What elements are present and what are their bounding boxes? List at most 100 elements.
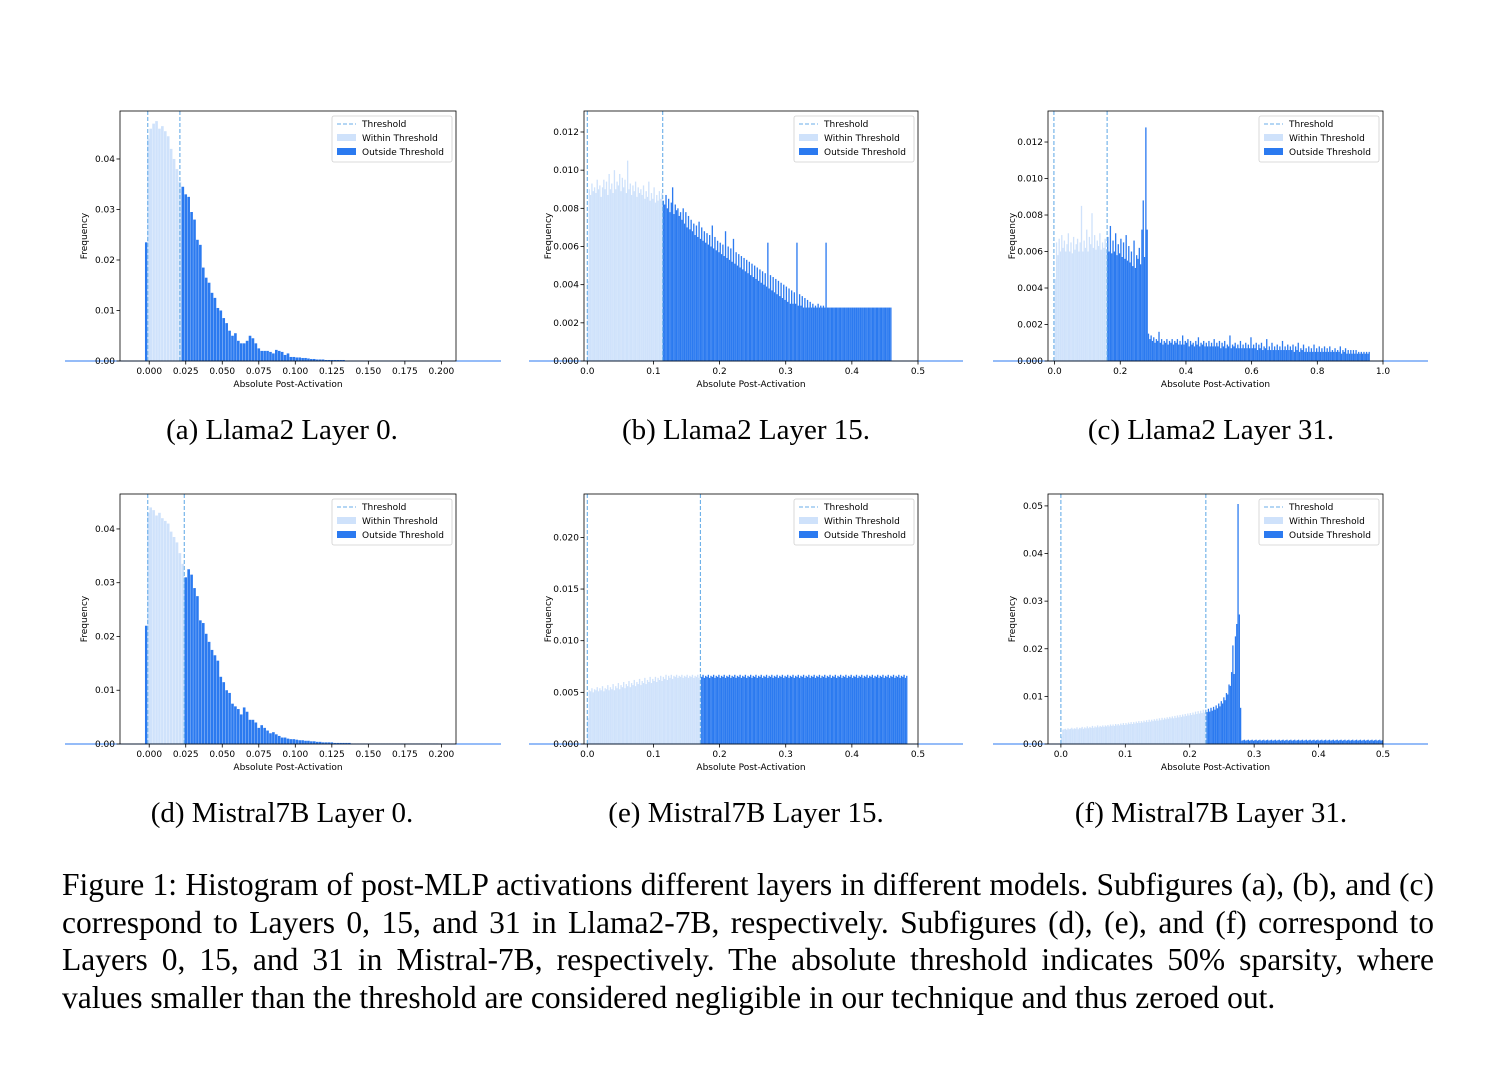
bar (342, 359, 345, 361)
bar (1139, 723, 1141, 744)
bar (1356, 353, 1359, 361)
bar (1159, 342, 1161, 361)
bar (861, 307, 863, 361)
bar (310, 358, 313, 361)
bar (1241, 348, 1243, 361)
bar (661, 680, 663, 744)
bar (808, 307, 810, 361)
bar (865, 676, 867, 744)
bar (292, 739, 296, 744)
bar (652, 678, 654, 744)
bar (820, 305, 822, 361)
bar (1209, 711, 1211, 744)
bar (1137, 258, 1139, 361)
bar (1092, 247, 1094, 361)
bar (1067, 233, 1070, 361)
bar (161, 126, 164, 361)
bar (752, 277, 754, 361)
bar (207, 641, 211, 744)
bar (1234, 636, 1237, 744)
bar (851, 307, 854, 361)
bar (903, 674, 905, 744)
bar (1121, 724, 1123, 744)
bar (1216, 708, 1219, 744)
bar (1147, 722, 1149, 744)
bar (895, 675, 897, 744)
bar (712, 248, 715, 361)
bar (1325, 739, 1327, 744)
bar (821, 675, 823, 744)
bar (286, 738, 290, 744)
bar (649, 200, 651, 361)
bar (686, 674, 688, 744)
bar (654, 202, 657, 361)
bar (832, 307, 834, 361)
bar (187, 196, 190, 361)
bar (776, 294, 778, 361)
bar (1223, 697, 1225, 744)
bar (257, 348, 261, 361)
bar (1302, 344, 1305, 361)
bar (705, 242, 707, 361)
bar (740, 256, 743, 361)
bar (1120, 723, 1122, 744)
y-tick-label: 0.00 (1023, 740, 1043, 750)
bar (1348, 739, 1350, 744)
bar (1310, 348, 1313, 361)
bar (671, 187, 674, 361)
bar (289, 739, 293, 744)
bar (833, 676, 835, 744)
bar (1233, 346, 1235, 361)
bar (1072, 236, 1075, 361)
bar (1276, 344, 1278, 361)
bar (775, 278, 777, 361)
bar (242, 707, 246, 744)
bar (1195, 340, 1197, 361)
y-tick-label: 0.012 (1017, 138, 1043, 148)
bar (862, 307, 864, 361)
bar (324, 742, 328, 744)
x-tick-label: 0.000 (136, 750, 162, 760)
bar (624, 179, 626, 361)
bar (1076, 238, 1079, 361)
bar (870, 676, 872, 744)
x-axis-label: Absolute Post-Activation (233, 380, 342, 390)
bar (731, 261, 733, 361)
bar (1139, 264, 1142, 361)
bar (1075, 244, 1077, 361)
bar (664, 204, 666, 361)
x-tick-label: 0.175 (392, 367, 418, 377)
bar (1082, 251, 1084, 361)
bar (1210, 342, 1213, 361)
bar (1275, 350, 1277, 361)
bar (1204, 346, 1206, 361)
bar (777, 280, 780, 361)
bar (841, 677, 843, 744)
bar (755, 278, 757, 361)
bar (1153, 719, 1155, 744)
legend-outside-swatch (1264, 531, 1283, 538)
bar (1261, 740, 1264, 744)
bar (726, 257, 728, 361)
bar (857, 307, 859, 361)
bar (727, 246, 729, 361)
bar (641, 680, 643, 744)
bar (829, 674, 831, 744)
bar (266, 350, 269, 361)
bar (653, 680, 655, 744)
bar (315, 741, 319, 744)
bar (865, 307, 867, 361)
bar (172, 158, 176, 361)
bar (178, 181, 182, 361)
bar (1054, 278, 1056, 361)
bar (1218, 703, 1220, 744)
bar (1126, 724, 1128, 744)
bar (845, 307, 847, 361)
bar (330, 359, 334, 361)
bar (1065, 251, 1067, 361)
bar (1258, 740, 1260, 744)
bar (638, 193, 641, 361)
bar (674, 204, 676, 361)
bar (1182, 335, 1184, 361)
bar (685, 676, 687, 744)
